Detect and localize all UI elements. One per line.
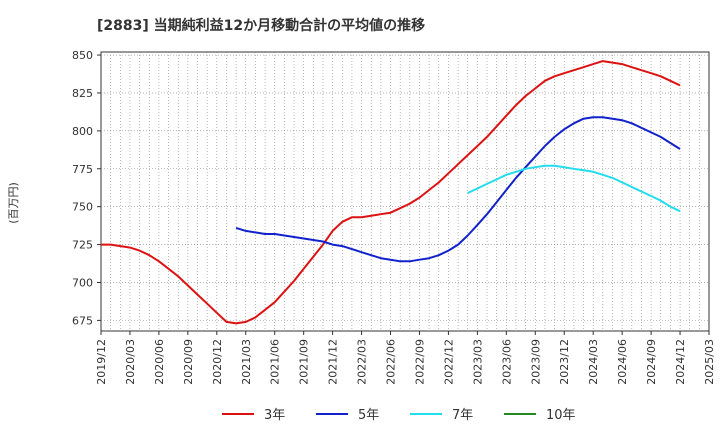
x-tick-label: 2021/09 xyxy=(298,339,311,385)
x-tick-label: 2020/06 xyxy=(153,339,166,385)
x-tick-label: 2020/03 xyxy=(124,339,137,385)
x-axis-ticks: 2019/12 2020/03 2020/06 2020/09 2020/12 2021/… xyxy=(95,331,716,385)
y-tick-label: 825 xyxy=(72,87,93,100)
series-line-5年 xyxy=(235,116,681,263)
x-tick-label: 2023/06 xyxy=(500,339,513,385)
y-tick-label: 700 xyxy=(72,276,93,289)
x-tick-label: 2024/09 xyxy=(645,339,658,385)
x-tick-label: 2023/03 xyxy=(471,339,484,385)
legend-label: 10年 xyxy=(546,408,576,423)
x-tick-label: 2024/03 xyxy=(587,339,600,385)
y-tick-label: 775 xyxy=(72,163,93,176)
x-tick-label: 2020/09 xyxy=(182,339,195,385)
x-tick-label: 2025/03 xyxy=(703,339,716,385)
y-tick-label: 675 xyxy=(72,314,93,327)
legend: 3年 5年 7年 10年 xyxy=(222,408,576,423)
chart-title: [2883] 当期純利益12か月移動合計の平均値の推移 xyxy=(97,17,425,34)
x-tick-label: 2023/12 xyxy=(558,339,571,385)
series-lines xyxy=(101,60,681,325)
series-line-3年 xyxy=(101,60,681,325)
plot-area xyxy=(100,51,710,332)
x-tick-label: 2024/06 xyxy=(616,339,629,385)
x-tick-label: 2019/12 xyxy=(95,339,108,385)
legend-label: 3年 xyxy=(264,408,285,423)
x-tick-label: 2020/12 xyxy=(211,339,224,385)
y-tick-label: 800 xyxy=(72,125,93,138)
legend-label: 5年 xyxy=(358,408,379,423)
y-tick-label: 725 xyxy=(72,239,93,252)
x-tick-label: 2022/09 xyxy=(413,339,426,385)
x-tick-label: 2021/03 xyxy=(240,339,253,385)
x-tick-label: 2022/12 xyxy=(442,339,455,385)
x-tick-label: 2024/12 xyxy=(674,339,687,385)
legend-label: 7年 xyxy=(452,408,473,423)
x-tick-label: 2022/03 xyxy=(356,339,369,385)
x-tick-label: 2021/12 xyxy=(327,339,340,385)
series-line-7年 xyxy=(467,164,681,213)
x-tick-label: 2021/06 xyxy=(269,339,282,385)
y-tick-label: 750 xyxy=(72,201,93,214)
y-axis-ticks: 675 700 725 750 775 800 825 850 xyxy=(72,49,101,327)
x-tick-label: 2023/09 xyxy=(529,339,542,385)
y-axis-label: (百万円) xyxy=(7,182,20,224)
y-tick-label: 850 xyxy=(72,49,93,62)
x-tick-label: 2022/06 xyxy=(385,339,398,385)
